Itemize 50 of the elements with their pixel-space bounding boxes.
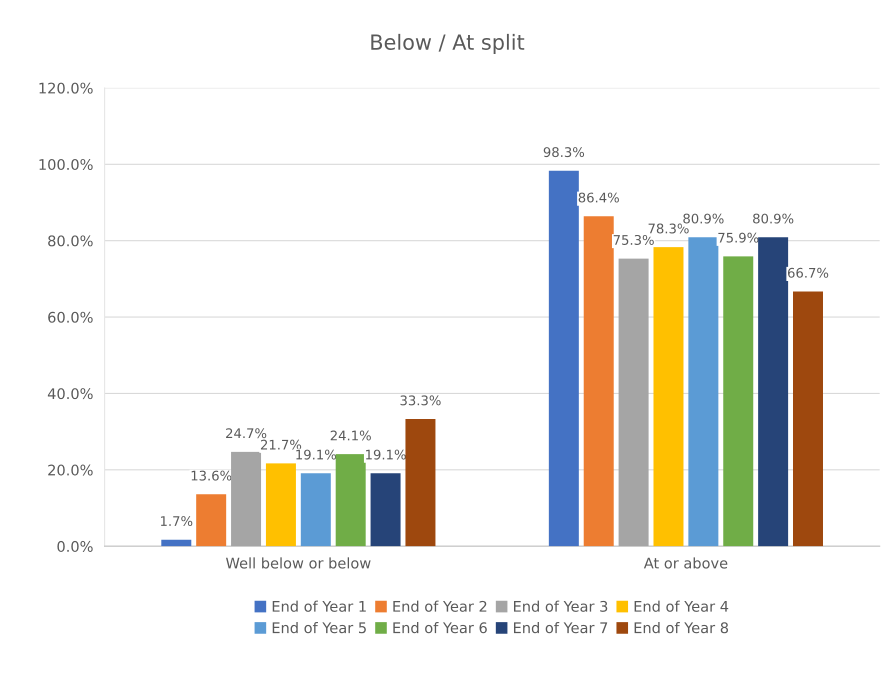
bar [266, 463, 296, 546]
bar [758, 237, 788, 546]
legend-label: End of Year 6 [393, 622, 487, 634]
y-tick-label: 20.0% [48, 464, 93, 476]
data-label: 19.1% [366, 450, 406, 460]
legend-label: End of Year 5 [272, 622, 366, 634]
chart-title: Below / At split [371, 34, 524, 54]
bar [793, 291, 823, 546]
data-label: 75.9% [718, 232, 758, 243]
y-tick-label: 80.0% [48, 235, 93, 246]
y-tick-label: 100.0% [39, 158, 93, 170]
data-label: 24.7% [226, 428, 266, 438]
data-label: 21.7% [260, 440, 302, 450]
legend-label: End of Year 2 [393, 600, 486, 612]
bar [548, 170, 579, 546]
data-label: 19.1% [296, 450, 336, 460]
y-tick-label: 120.0% [39, 82, 93, 94]
data-label: 33.3% [400, 395, 441, 406]
y-tick-label: 40.0% [48, 388, 93, 400]
bar [231, 452, 262, 546]
bar [300, 473, 331, 546]
bar [584, 216, 614, 546]
bar [161, 540, 192, 546]
bar [370, 473, 401, 546]
data-label: 24.1% [330, 430, 371, 440]
legend-label: End of Year 8 [634, 622, 728, 634]
legend-label: End of Year 1 [272, 600, 366, 612]
bar [405, 419, 436, 546]
bar [653, 247, 684, 546]
x-tick-label: Well below or below [226, 557, 371, 569]
data-label: 78.3% [648, 224, 689, 234]
data-label: 75.3% [614, 234, 654, 245]
data-label: 13.6% [192, 470, 232, 481]
data-label: 86.4% [578, 192, 619, 203]
data-label: 1.7% [160, 516, 192, 526]
bar [336, 454, 366, 546]
bar [196, 494, 226, 546]
data-label: 80.9% [683, 214, 724, 224]
legend-label: End of Year 4 [634, 600, 728, 612]
bar [723, 256, 754, 546]
y-tick-label: 60.0% [48, 312, 93, 323]
x-tick-label: At or above [644, 557, 728, 569]
y-tick-label: 0.0% [57, 540, 93, 552]
bar [618, 258, 649, 546]
legend-label: End of Year 7 [514, 622, 608, 634]
bar [688, 237, 718, 546]
data-label: 80.9% [753, 214, 794, 224]
data-label: 66.7% [788, 268, 828, 278]
data-label: 98.3% [544, 147, 584, 158]
legend-label: End of Year 3 [514, 600, 608, 612]
